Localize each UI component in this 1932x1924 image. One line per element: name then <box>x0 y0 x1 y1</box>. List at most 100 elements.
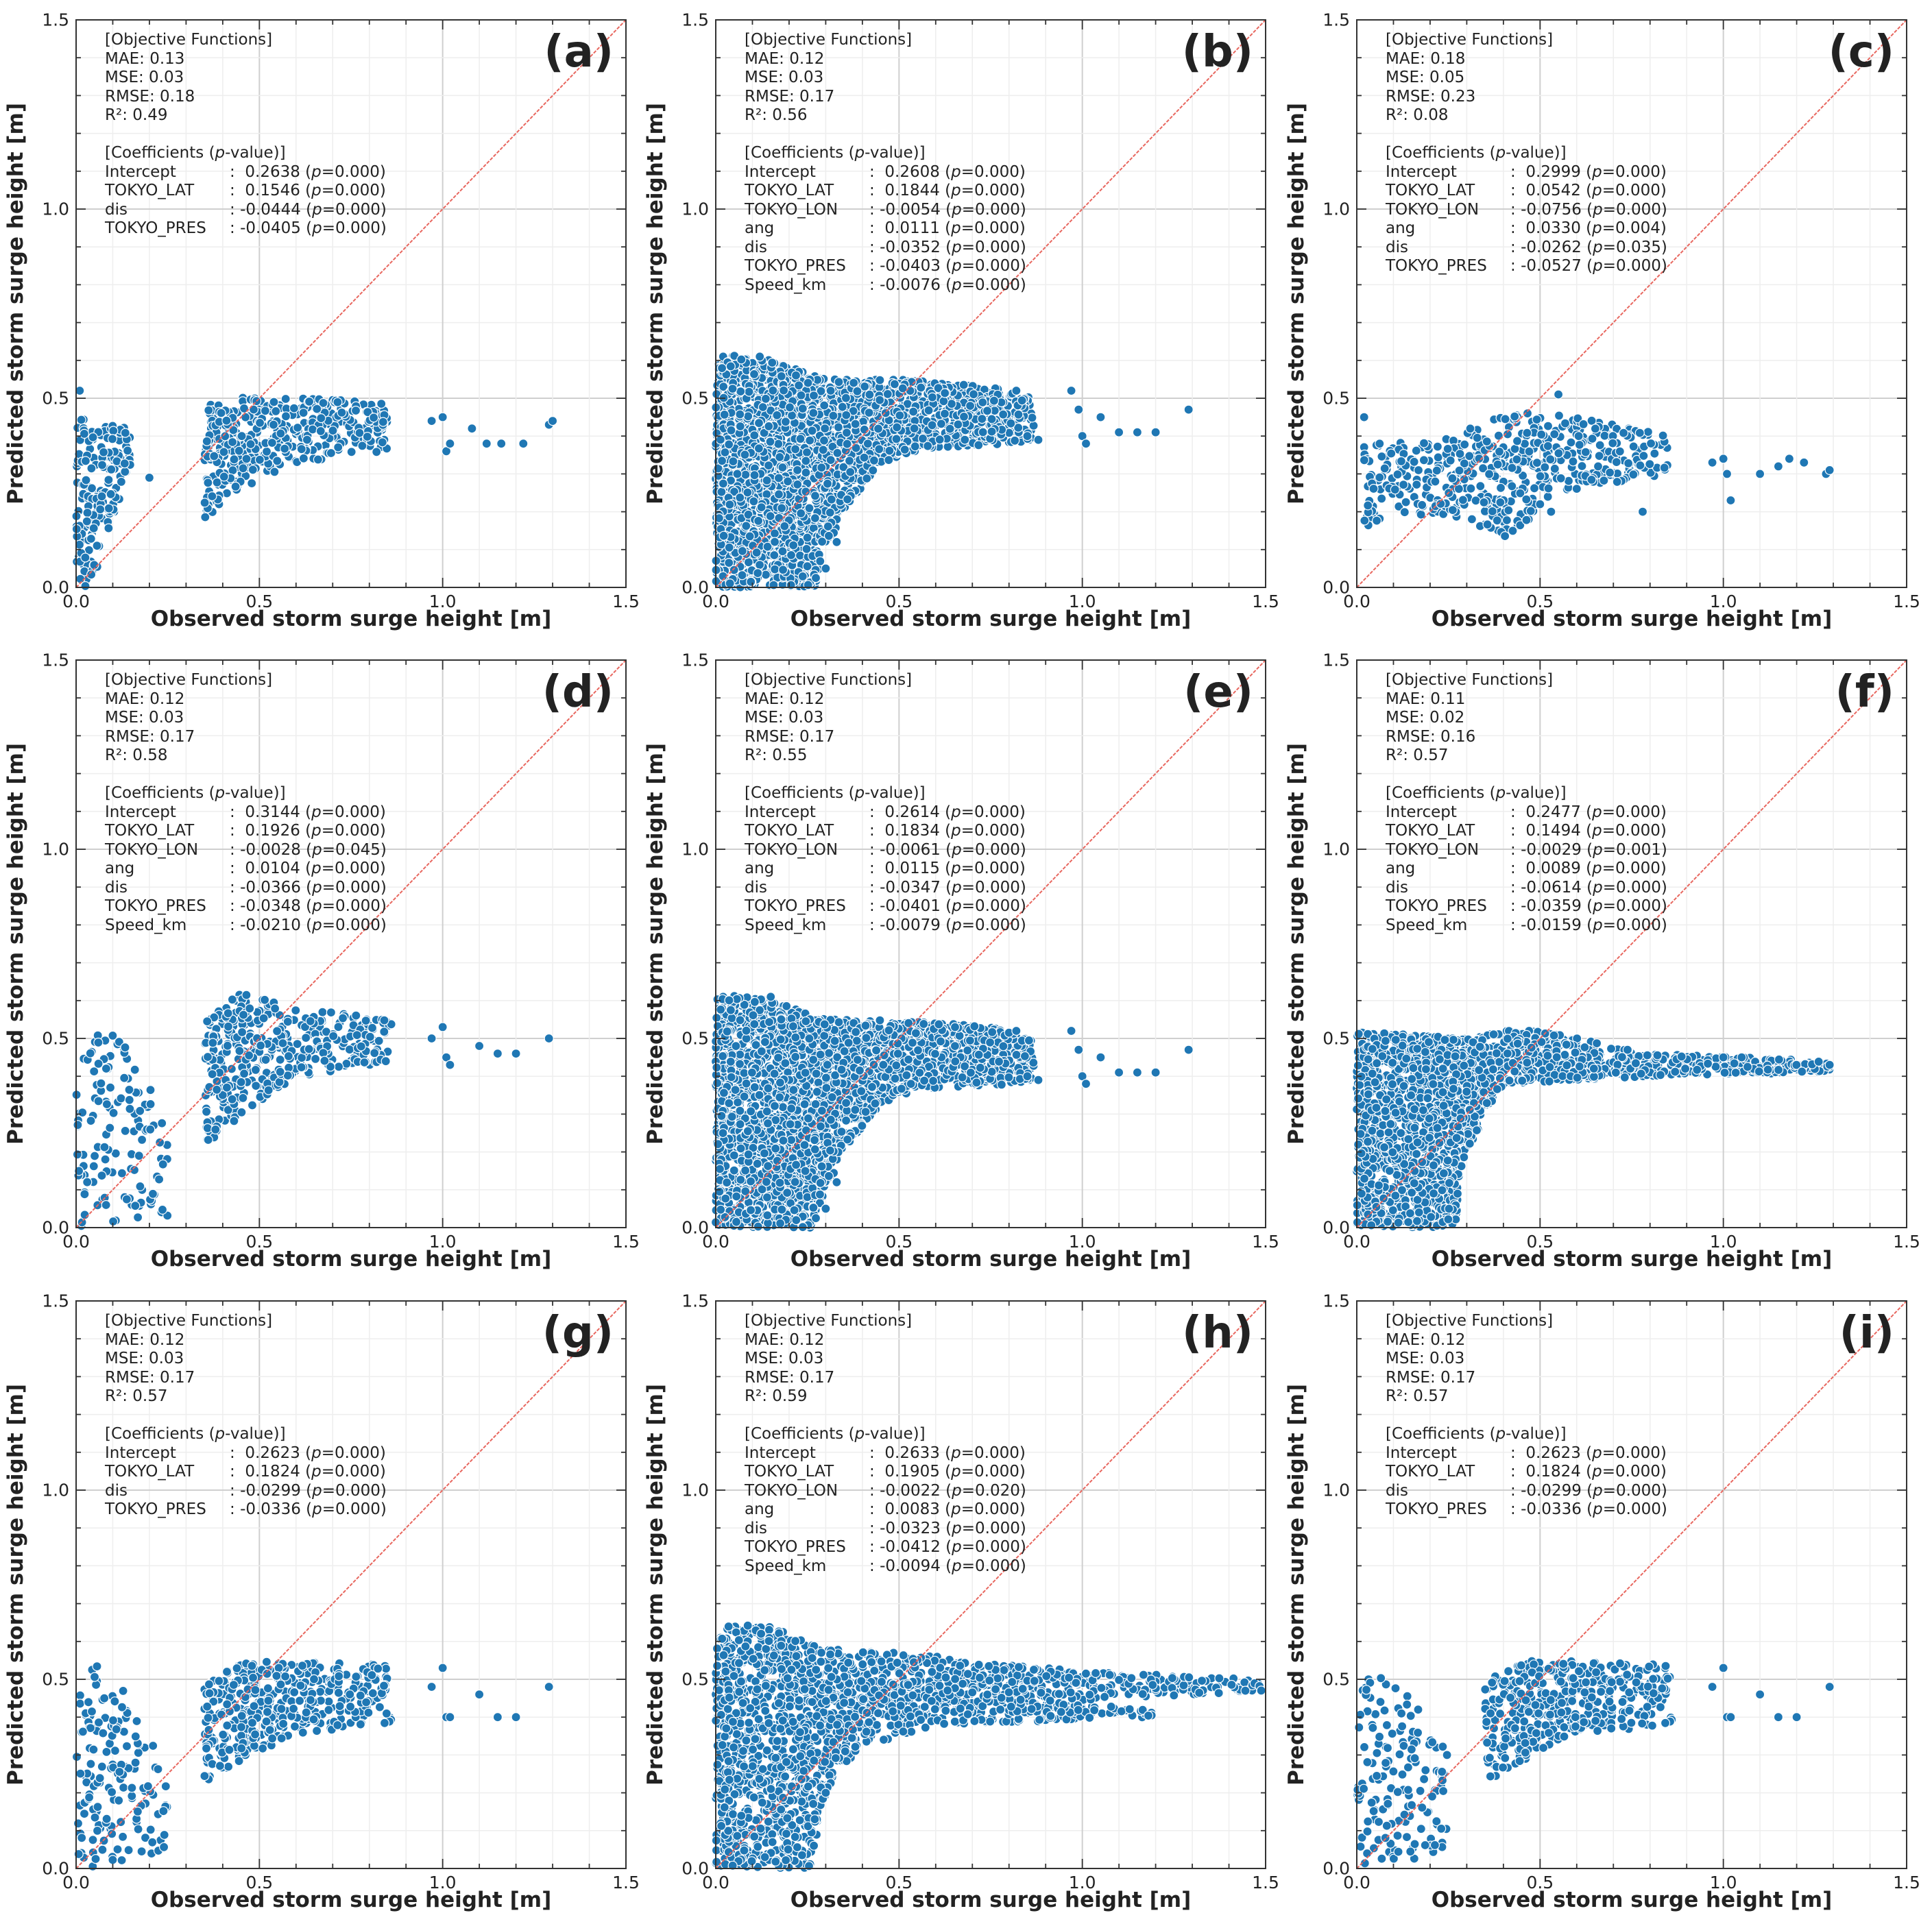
data-point <box>1390 485 1400 495</box>
x-axis-label: Observed storm surge height [m] <box>150 1247 552 1271</box>
data-point <box>823 531 834 541</box>
data-point <box>773 489 784 500</box>
data-point <box>1447 473 1458 484</box>
data-point <box>1577 461 1587 472</box>
objective-functions-title: [Objective Functions] <box>105 671 273 689</box>
data-point <box>492 1048 503 1059</box>
data-point <box>145 1124 156 1134</box>
data-point <box>304 1044 314 1054</box>
y-tick-label: 1.5 <box>42 10 69 30</box>
p-value-open <box>1582 201 1593 219</box>
data-point <box>1017 395 1027 406</box>
coefficient-name: dis <box>1386 238 1408 256</box>
data-point <box>105 1123 115 1133</box>
data-point <box>1590 424 1600 434</box>
separator <box>1510 257 1521 275</box>
data-point <box>726 425 736 435</box>
coefficient-row: TOKYO_LAT0.1546p0.000 <box>105 182 387 201</box>
data-point <box>736 386 746 397</box>
data-point <box>107 434 118 444</box>
metric-name: MAE <box>745 50 789 68</box>
data-point <box>841 428 852 438</box>
coefficient-name: TOKYO_LON <box>1386 200 1480 219</box>
x-tick-label: 1.5 <box>1252 592 1279 611</box>
data-point <box>378 417 388 427</box>
data-point <box>121 1194 132 1204</box>
data-point <box>1394 501 1404 512</box>
separator <box>869 163 880 181</box>
y-tick-label: 1.0 <box>42 199 69 219</box>
x-tick-label: 1.0 <box>428 592 457 611</box>
y-tick-label: 1.0 <box>681 199 709 219</box>
p-symbol: p <box>215 784 226 802</box>
coefficient-row: TOKYO_PRES-0.0403p0.000 <box>745 257 1026 276</box>
data-point <box>1096 412 1106 422</box>
data-point <box>837 402 847 412</box>
data-point <box>749 430 760 441</box>
data-point <box>754 559 765 570</box>
scatter-panel: 0.0 0.5 1.0 1.5 0.0 0.5 1.0 1.5 Observed storm s… <box>643 10 1279 632</box>
data-point <box>743 509 753 520</box>
data-point <box>769 537 780 547</box>
data-point <box>134 1151 144 1161</box>
data-point <box>238 1093 248 1104</box>
data-point <box>965 400 976 411</box>
metric-row: R²0.58 <box>105 746 387 766</box>
data-point <box>276 428 286 439</box>
data-point <box>1545 454 1556 465</box>
data-point <box>106 464 117 475</box>
data-point <box>718 478 728 489</box>
data-point <box>297 1053 307 1063</box>
data-point <box>1784 454 1795 464</box>
coefficient-name: ang <box>105 860 135 877</box>
data-point <box>826 494 836 504</box>
data-point <box>1726 495 1736 506</box>
data-point <box>1455 448 1465 459</box>
data-point <box>737 570 747 581</box>
data-point <box>803 378 813 388</box>
panel-label: (a) <box>544 27 614 77</box>
scatter-points <box>1359 389 1835 541</box>
data-point <box>1543 441 1553 451</box>
data-point <box>810 491 821 501</box>
data-point <box>1524 446 1534 456</box>
data-point <box>1599 475 1609 486</box>
data-point <box>369 413 379 423</box>
data-point <box>238 463 248 474</box>
data-point <box>275 1067 285 1077</box>
coefficient-name: TOKYO_PRES <box>1386 257 1487 275</box>
separator <box>230 201 240 219</box>
data-point <box>212 1084 222 1095</box>
p-value-equals <box>962 239 975 256</box>
data-point <box>1595 440 1605 450</box>
data-point <box>732 469 742 479</box>
data-point <box>1487 506 1497 517</box>
p-value-equals <box>322 163 335 181</box>
data-point <box>834 377 844 387</box>
data-point <box>746 576 756 587</box>
data-point <box>90 1151 100 1161</box>
statistics-annotation: [Objective Functions]MAE0.18MSE0.05RMSE0… <box>1386 31 1667 276</box>
data-point <box>720 447 730 458</box>
p-value: 0.000 <box>974 219 1026 237</box>
p-value-equals <box>1602 163 1615 181</box>
objective-functions-title: [Objective Functions] <box>1386 31 1554 49</box>
data-point <box>237 431 247 441</box>
data-point <box>762 489 772 500</box>
p-value: 0.004 <box>1615 219 1667 237</box>
separator <box>1510 219 1521 237</box>
p-value-open <box>1581 219 1592 237</box>
x-tick-label: 0.0 <box>1343 592 1370 611</box>
data-point <box>815 556 825 566</box>
coefficients-title-post: -value)] <box>865 144 926 162</box>
data-point <box>1430 476 1440 487</box>
data-point <box>204 405 214 415</box>
data-point <box>202 1051 213 1062</box>
data-point <box>729 487 740 497</box>
data-point <box>1658 430 1668 441</box>
data-point <box>1493 430 1504 441</box>
data-point <box>788 540 799 550</box>
data-point <box>244 1050 254 1060</box>
data-point <box>104 503 114 513</box>
data-point <box>717 456 727 466</box>
